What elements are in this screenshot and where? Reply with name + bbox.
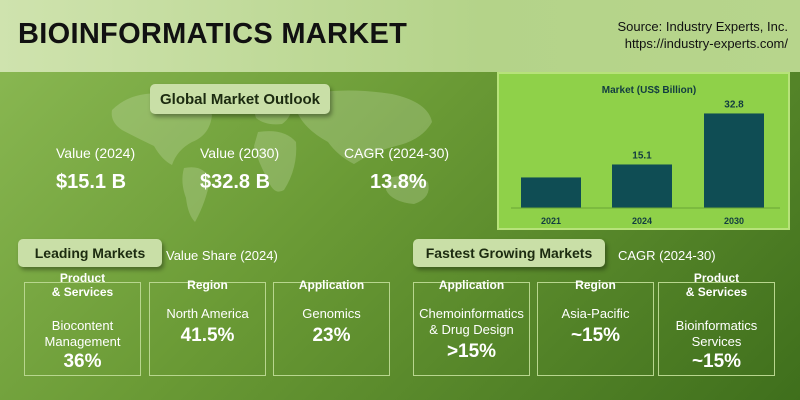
kpi-cagr: CAGR (2024-30) 13.8%: [344, 145, 449, 194]
card-head-line: Region: [575, 278, 616, 292]
kpi-label: CAGR (2024-30): [344, 145, 450, 161]
card-head: Product & Services: [659, 271, 774, 299]
card-head: Application: [414, 278, 529, 292]
card-label-line: Genomics: [302, 306, 361, 321]
card-label: Chemoinformatics & Drug Design: [414, 306, 529, 338]
card-value: ~15%: [691, 351, 742, 372]
tick-label-2024: 2024: [632, 216, 652, 226]
leading-card-application: Application Genomics 23%: [273, 278, 390, 376]
card-label: North America: [150, 306, 265, 322]
source-name: Source: Industry Experts, Inc.: [617, 19, 788, 34]
card-head-line: Application: [298, 278, 365, 292]
fastest-card-application: Application Chemoinformatics & Drug Desi…: [413, 278, 530, 376]
card-value: 41.5%: [180, 325, 235, 346]
kpi-value: $32.8 B: [200, 171, 271, 193]
kpi-value: $15.1 B: [56, 171, 127, 193]
card-label: Genomics: [274, 306, 389, 322]
card-label-line: Asia-Pacific: [561, 306, 630, 321]
card-label-line: Services: [691, 334, 742, 349]
market-bar-chart: Market (US$ Billion) 2021 2024 15.1 2030 32.…: [511, 85, 780, 226]
card-value: 36%: [63, 351, 102, 372]
card-head-line: Product: [693, 271, 740, 285]
leading-markets-label: Leading Markets: [18, 239, 162, 267]
card-head: Product & Services: [25, 271, 140, 299]
card-head-line: Application: [438, 278, 505, 292]
bar-2024: [612, 164, 672, 208]
card-head-line: Region: [187, 278, 228, 292]
card-value: 23%: [312, 325, 351, 346]
outlook-label: Global Market Outlook: [150, 84, 330, 114]
card-label-line: Bioinformatics: [675, 318, 758, 333]
card-head-line: & Services: [685, 285, 748, 299]
card-head: Application: [274, 278, 389, 292]
page-title: BIOINFORMATICS MARKET: [18, 18, 408, 50]
leading-note: Value Share (2024): [166, 248, 278, 263]
card-head: Region: [150, 278, 265, 292]
fastest-note: CAGR (2024-30): [618, 248, 716, 263]
card-head: Region: [538, 278, 653, 292]
card-label-line: & Drug Design: [429, 322, 514, 337]
card-label-line: Chemoinformatics: [419, 306, 524, 321]
card-label-line: Biocontent: [51, 318, 114, 333]
fastest-card-region: Region Asia-Pacific ~15%: [537, 278, 654, 376]
card-label: Biocontent Management: [25, 318, 140, 350]
tick-label-2021: 2021: [541, 216, 561, 226]
kpi-value-2030: Value (2030) $32.8 B: [200, 145, 279, 194]
bar-2030: [704, 113, 764, 208]
tick-label-2030: 2030: [724, 216, 744, 226]
fastest-card-product: Product & Services Bioinformatics Servic…: [658, 271, 775, 376]
header-band: BIOINFORMATICS MARKET Source: Industry E…: [0, 0, 800, 72]
card-value: ~15%: [570, 325, 621, 346]
card-label: Bioinformatics Services: [659, 318, 774, 350]
kpi-label: Value (2030): [200, 145, 280, 161]
card-value: >15%: [446, 341, 497, 362]
fastest-markets-label: Fastest Growing Markets: [413, 239, 605, 267]
source-credit: Source: Industry Experts, Inc. https://i…: [617, 18, 788, 52]
card-label-line: Management: [44, 334, 121, 349]
bar-2021: [521, 177, 581, 208]
data-label-2024: 15.1: [632, 150, 652, 161]
chart-title: Market (US$ Billion): [602, 85, 696, 96]
card-label: Asia-Pacific: [538, 306, 653, 322]
kpi-value-2024: Value (2024) $15.1 B: [56, 145, 135, 194]
card-label-line: North America: [166, 306, 249, 321]
card-head-line: & Services: [51, 285, 114, 299]
kpi-label: Value (2024): [56, 145, 136, 161]
leading-card-region: Region North America 41.5%: [149, 278, 266, 376]
market-chart-panel: Market (US$ Billion) 2021 2024 15.1 2030 32.…: [497, 72, 790, 230]
source-url[interactable]: https://industry-experts.com/: [624, 36, 788, 51]
data-label-2030: 32.8: [724, 99, 744, 110]
kpi-value: 13.8%: [370, 171, 427, 193]
card-head-line: Product: [59, 271, 106, 285]
leading-card-product: Product & Services Biocontent Management…: [24, 271, 141, 376]
